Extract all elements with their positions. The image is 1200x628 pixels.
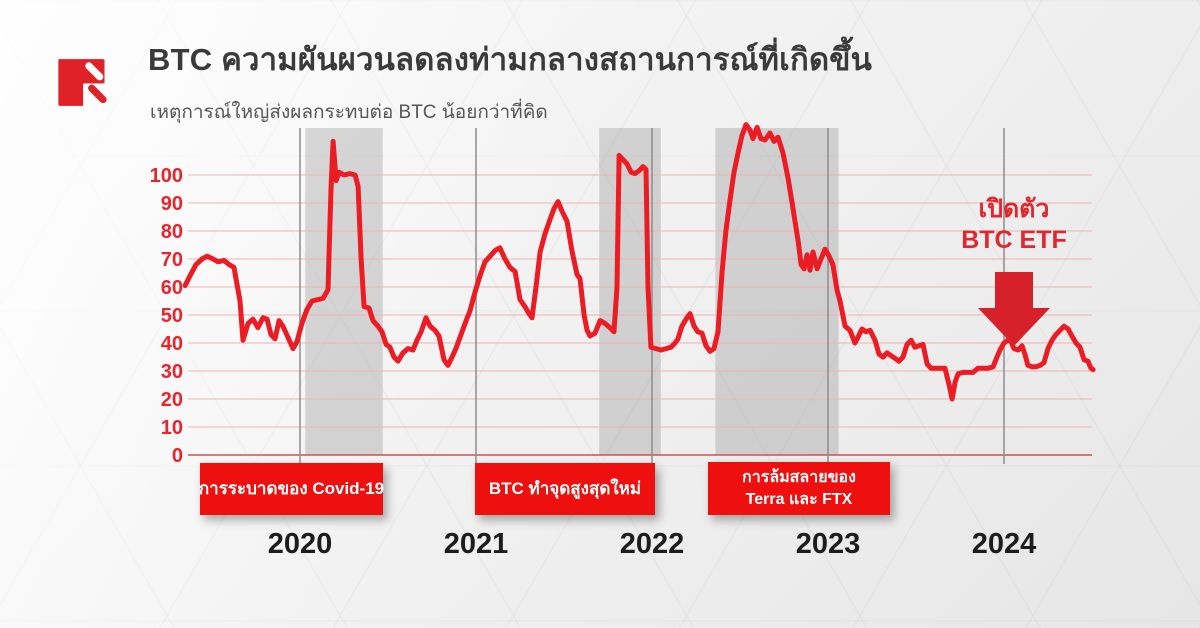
event-shade-band: [715, 128, 839, 455]
x-tick-label: 2021: [444, 528, 509, 560]
x-tick-label: 2023: [796, 528, 861, 560]
event-label-covid-text: การระบาดของ Covid-19: [198, 478, 385, 498]
y-tick-label: 60: [161, 277, 183, 299]
y-tick-label: 80: [161, 221, 183, 243]
event-label-terra-ftx-line2: Terra และ FTX: [745, 490, 853, 508]
event-label-covid: การระบาดของ Covid-19: [198, 463, 385, 515]
y-tick-label: 70: [161, 249, 183, 271]
y-tick-label: 10: [161, 417, 183, 439]
y-tick-label: 20: [161, 389, 183, 411]
etf-annotation: เปิดตัว BTC ETF: [950, 194, 1078, 257]
page-subtitle: เหตุการณ์ใหญ่ส่งผลกระทบต่อ BTC น้อยกว่าท…: [150, 102, 548, 123]
etf-annotation-line2: BTC ETF: [961, 226, 1067, 255]
y-tick-label: 50: [161, 305, 183, 327]
event-label-new-ath: BTC ทำจุดสูงสุดใหม่: [475, 463, 655, 515]
event-label-terra-ftx: การล้มสลายของ Terra และ FTX: [708, 462, 890, 515]
down-arrow-icon: [978, 272, 1050, 346]
event-label-terra-ftx-line1: การล้มสลายของ: [742, 468, 856, 486]
brand-logo-icon: [58, 59, 107, 108]
x-tick-label: 2022: [620, 528, 685, 560]
event-label-new-ath-text: BTC ทำจุดสูงสุดใหม่: [488, 478, 642, 498]
page-title: BTC ความผันผวนลดลงท่ามกลางสถานการณ์ที่เก…: [148, 42, 873, 77]
x-tick-label: 2020: [268, 528, 333, 560]
y-tick-label: 30: [161, 361, 183, 383]
y-tick-label: 40: [161, 333, 183, 355]
y-tick-label: 0: [172, 445, 183, 467]
event-shade-band: [305, 128, 383, 455]
etf-annotation-line1: เปิดตัว: [978, 195, 1050, 223]
y-tick-label: 100: [150, 165, 183, 187]
volatility-line: [182, 122, 1096, 402]
x-tick-label: 2024: [972, 528, 1037, 560]
y-tick-label: 90: [161, 193, 183, 215]
brand-logo: [57, 53, 114, 112]
